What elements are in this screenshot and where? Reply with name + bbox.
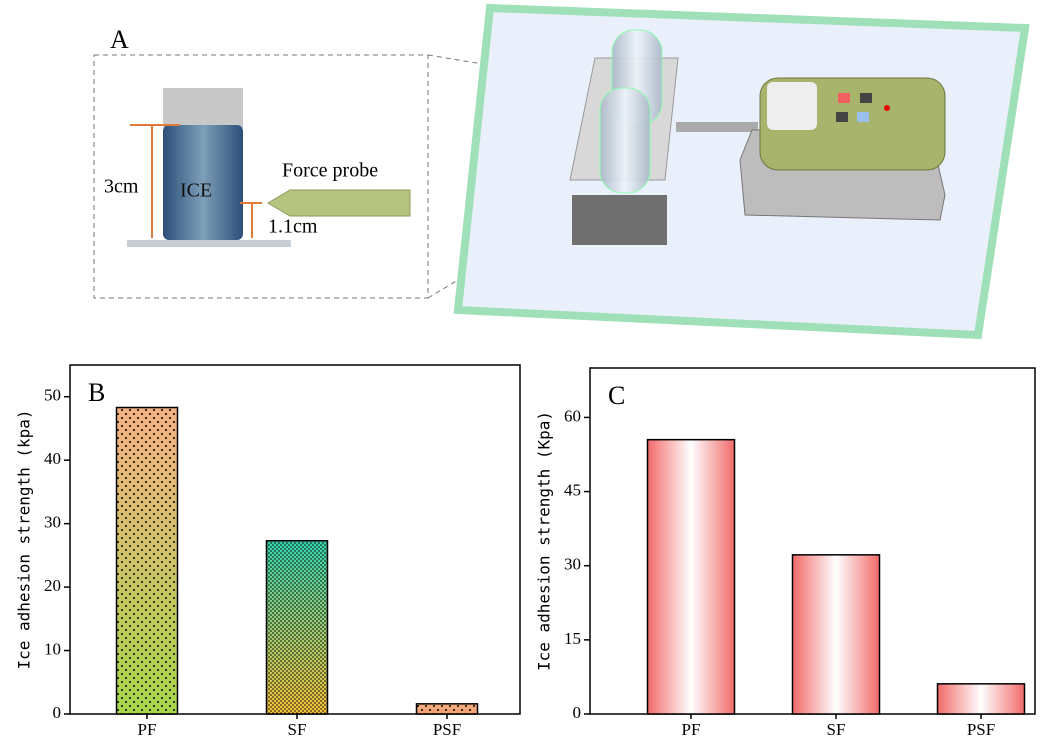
probe-label: Force probe xyxy=(282,160,378,182)
force-probe xyxy=(268,190,410,216)
screen xyxy=(767,82,817,130)
x-tick-label: SF xyxy=(288,720,307,739)
height-label: 3cm xyxy=(104,176,139,198)
button xyxy=(838,93,850,103)
bar xyxy=(938,684,1025,714)
bar xyxy=(793,555,880,714)
panel-label: C xyxy=(608,381,625,410)
x-tick-label: PSF xyxy=(433,720,461,739)
x-tick-label: PF xyxy=(138,720,157,739)
bar xyxy=(117,408,178,714)
y-tick-label: 15 xyxy=(564,629,581,648)
y-tick-label: 30 xyxy=(44,513,61,532)
bar xyxy=(417,704,478,714)
button xyxy=(857,112,869,122)
panel-a: A 3cm ICE Force probe 1.1cm xyxy=(94,8,1025,335)
x-tick-label: SF xyxy=(827,720,846,739)
y-tick-label: 40 xyxy=(44,449,61,468)
y-tick-label: 50 xyxy=(44,386,61,405)
cup xyxy=(600,88,650,193)
ice-label: ICE xyxy=(180,180,212,202)
panel-label: A xyxy=(110,25,129,54)
y-tick-label: 0 xyxy=(53,703,62,722)
button xyxy=(836,112,848,122)
y-axis-label: Ice adhesion strength (Kpa) xyxy=(535,411,554,671)
y-tick-label: 0 xyxy=(573,703,582,722)
panel-label: B xyxy=(88,378,105,407)
bar xyxy=(267,541,328,714)
x-tick-label: PF xyxy=(682,720,701,739)
y-tick-label: 60 xyxy=(564,406,581,425)
y-tick-label: 45 xyxy=(564,480,581,499)
led xyxy=(884,105,890,111)
holder xyxy=(163,88,243,128)
bar xyxy=(648,440,735,714)
y-tick-label: 30 xyxy=(564,555,581,574)
y-tick-label: 20 xyxy=(44,576,61,595)
x-tick-label: PSF xyxy=(967,720,995,739)
y-tick-label: 10 xyxy=(44,639,61,658)
figure: A 3cm ICE Force probe 1.1cm 0 10 20 30 40 50 I… xyxy=(0,0,1043,742)
button xyxy=(860,93,872,103)
rod xyxy=(676,122,758,132)
probe-height-label: 1.1cm xyxy=(268,216,318,238)
stage-base xyxy=(572,195,667,245)
base xyxy=(127,240,291,247)
y-axis-label: Ice adhesion strength (kpa) xyxy=(15,409,34,669)
